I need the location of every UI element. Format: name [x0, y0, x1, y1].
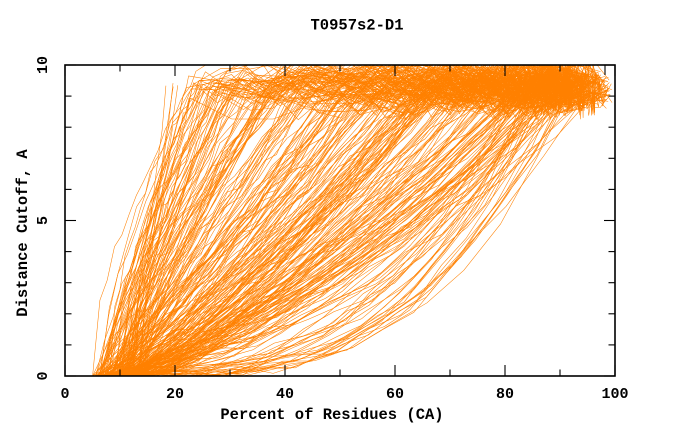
svg-text:5: 5 [35, 216, 52, 225]
svg-text:80: 80 [496, 386, 514, 403]
svg-text:10: 10 [35, 56, 52, 74]
svg-text:40: 40 [276, 386, 294, 403]
svg-text:0: 0 [35, 371, 52, 380]
svg-text:Distance Cutoff, A: Distance Cutoff, A [14, 149, 32, 317]
svg-text:Percent of Residues (CA): Percent of Residues (CA) [220, 406, 443, 424]
svg-text:0: 0 [60, 386, 69, 403]
svg-text:20: 20 [166, 386, 184, 403]
svg-text:T0957s2-D1: T0957s2-D1 [310, 17, 403, 35]
svg-text:60: 60 [386, 386, 404, 403]
svg-text:100: 100 [601, 386, 628, 403]
